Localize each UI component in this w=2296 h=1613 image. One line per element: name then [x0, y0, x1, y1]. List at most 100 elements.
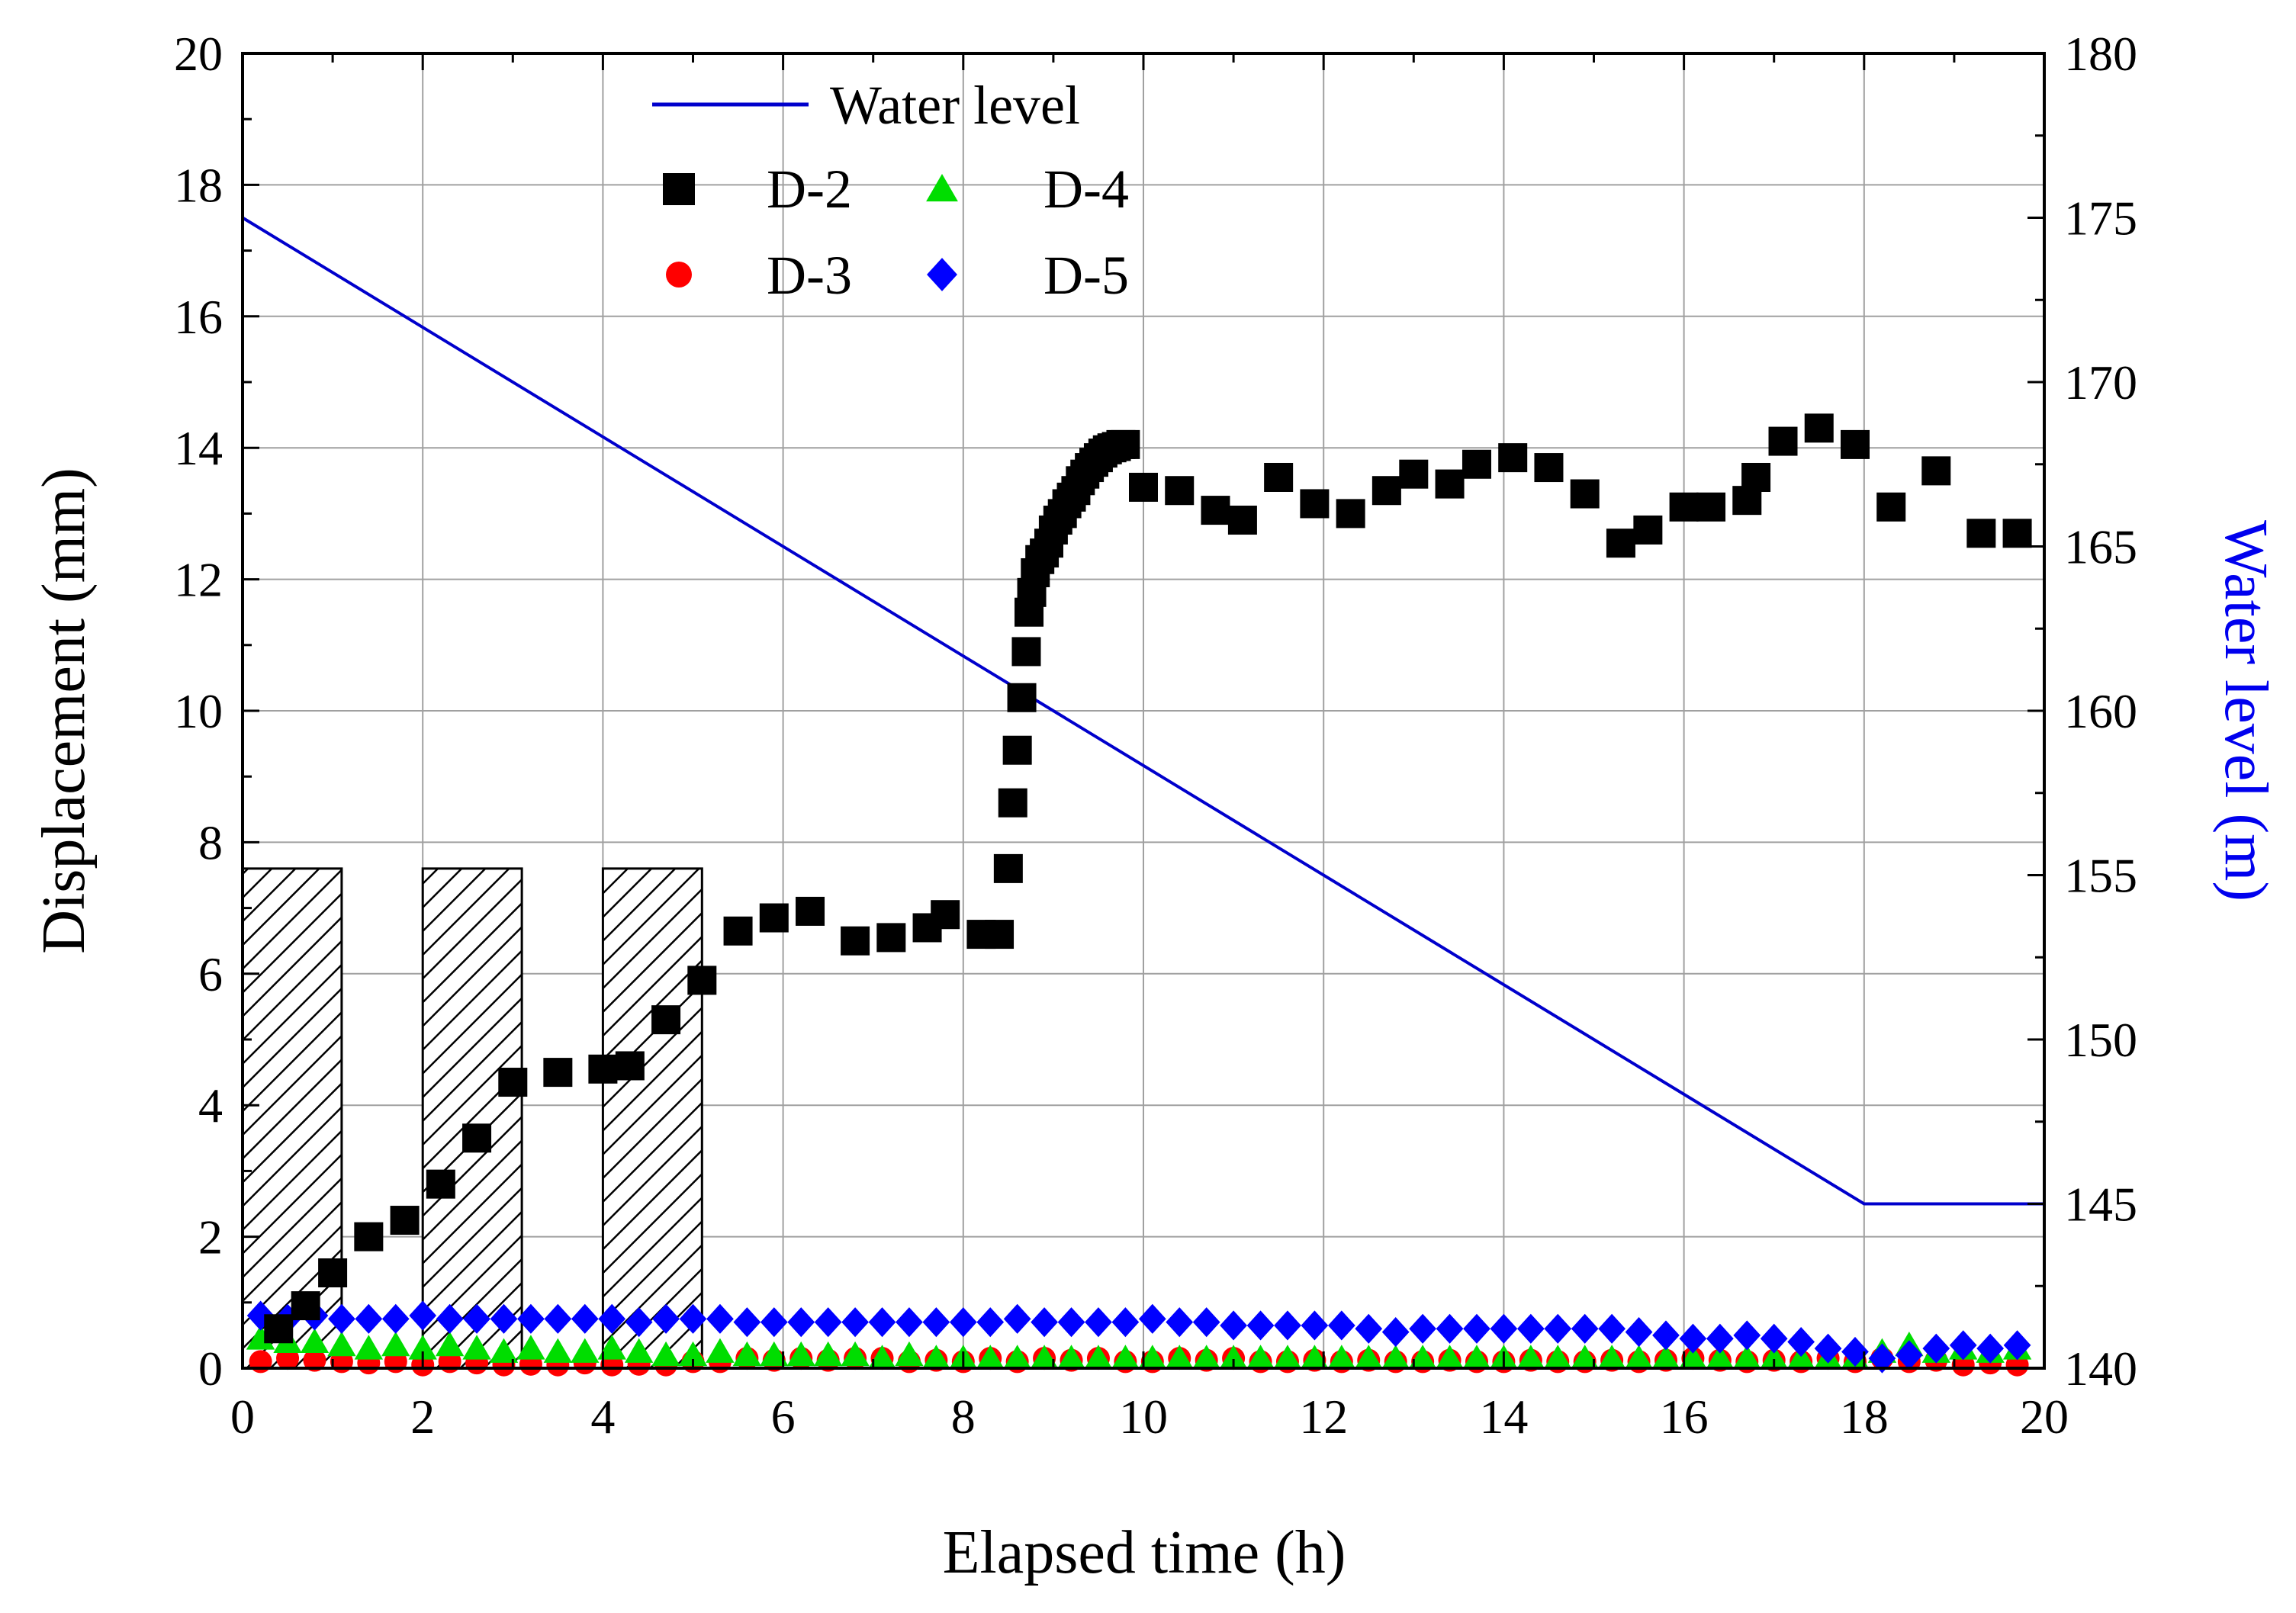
- data-point-d4: [543, 1338, 573, 1363]
- data-point-d2: [354, 1222, 384, 1252]
- data-point-d2: [796, 896, 825, 926]
- data-point-d2: [931, 900, 960, 930]
- data-point-d5: [1003, 1303, 1031, 1334]
- data-point-d5: [949, 1307, 977, 1338]
- legend-d3-label: D-3: [767, 245, 852, 306]
- data-point-d5: [814, 1307, 842, 1338]
- data-point-d2: [1336, 499, 1365, 529]
- data-point-d2: [759, 903, 789, 933]
- data-point-d5: [409, 1300, 437, 1331]
- data-point-d5: [1166, 1307, 1194, 1338]
- data-point-d2: [1227, 506, 1257, 535]
- y2-tick-label: 155: [2064, 849, 2137, 903]
- data-point-d4: [1165, 1345, 1194, 1370]
- data-point-d5: [517, 1303, 545, 1334]
- data-point-d4: [1597, 1345, 1626, 1370]
- data-point-d4: [651, 1341, 680, 1367]
- data-point-d4: [678, 1341, 708, 1367]
- y-tick-label: 16: [174, 290, 223, 344]
- y-tick-label: 6: [198, 947, 223, 1001]
- data-point-d4: [841, 1341, 870, 1367]
- x-tick-label: 20: [2020, 1390, 2069, 1444]
- y-tick-label: 14: [174, 421, 223, 475]
- data-point-d5: [1544, 1313, 1572, 1344]
- y-tick-label: 12: [174, 553, 223, 607]
- data-point-d2: [615, 1051, 645, 1081]
- data-point-d4: [1111, 1345, 1140, 1370]
- data-point-d5: [1463, 1313, 1490, 1344]
- legend-d4-marker: [926, 174, 958, 202]
- data-point-d2: [1007, 683, 1037, 712]
- data-point-d2: [1741, 462, 1771, 492]
- hatched-interval-3: [601, 867, 703, 1370]
- grid: [243, 53, 2044, 1368]
- data-point-d5: [1220, 1310, 1247, 1341]
- data-point-d2: [1201, 496, 1230, 525]
- data-point-d5: [1706, 1323, 1734, 1354]
- data-point-d4: [462, 1335, 491, 1360]
- data-point-d4: [1570, 1345, 1600, 1370]
- data-point-d4: [1408, 1345, 1437, 1370]
- data-point-d2: [1534, 453, 1564, 483]
- data-point-d4: [354, 1335, 384, 1360]
- data-point-d4: [1273, 1345, 1302, 1370]
- data-point-d4: [1760, 1345, 1789, 1370]
- x-tick-label: 6: [771, 1390, 796, 1444]
- y-tick-label: 18: [174, 158, 223, 212]
- y2-tick-label: 160: [2064, 684, 2137, 738]
- data-point-d5: [571, 1303, 599, 1334]
- data-point-d5: [679, 1303, 707, 1334]
- data-point-d2: [1840, 429, 1870, 459]
- data-point-d4: [1056, 1345, 1086, 1370]
- data-point-d5: [598, 1303, 626, 1334]
- data-point-d4: [381, 1331, 410, 1357]
- x-tick-label: 14: [1479, 1390, 1528, 1444]
- data-point-d2: [841, 926, 870, 956]
- data-point-d4: [813, 1341, 843, 1367]
- data-point-d5: [1138, 1303, 1166, 1334]
- data-point-d5: [328, 1303, 355, 1334]
- y-tick-label: 0: [198, 1341, 223, 1396]
- data-point-d5: [1949, 1330, 1977, 1361]
- data-point-d5: [1381, 1317, 1410, 1348]
- data-point-d5: [1814, 1333, 1842, 1364]
- data-point-d4: [760, 1341, 789, 1367]
- data-point-d5: [1841, 1336, 1869, 1367]
- data-point-d2: [1300, 489, 1330, 519]
- data-point-d4: [786, 1341, 815, 1367]
- data-point-d4: [1435, 1345, 1465, 1370]
- data-point-d5: [1111, 1307, 1140, 1338]
- y-tick-label: 4: [198, 1078, 223, 1133]
- x-tick-label: 0: [230, 1390, 255, 1444]
- data-point-d5: [1409, 1313, 1436, 1344]
- data-point-d5: [1031, 1307, 1058, 1338]
- water-level-line: [241, 216, 2044, 1206]
- x-tick-label: 8: [951, 1390, 976, 1444]
- data-point-d2: [1399, 459, 1429, 489]
- data-point-d4: [1706, 1345, 1735, 1370]
- data-point-d2: [1876, 492, 1906, 522]
- data-point-d4: [1516, 1345, 1545, 1370]
- data-point-d2: [1002, 735, 1032, 765]
- data-point-d2: [543, 1058, 573, 1088]
- data-point-d2: [985, 920, 1015, 949]
- data-point-d5: [733, 1307, 761, 1338]
- data-point-d5: [976, 1307, 1005, 1338]
- data-point-d5: [1571, 1313, 1599, 1344]
- data-point-d2: [1570, 479, 1600, 509]
- data-point-d2: [1921, 456, 1951, 486]
- data-point-d2: [588, 1054, 618, 1084]
- data-point-d4: [1327, 1345, 1356, 1370]
- hatched-intervals: [241, 867, 703, 1370]
- y2-tick-label: 180: [2064, 27, 2137, 81]
- data-point-d2: [1696, 492, 1726, 522]
- data-point-d5: [1976, 1333, 2004, 1364]
- data-point-d5: [868, 1307, 896, 1338]
- data-point-d3: [303, 1348, 326, 1372]
- x-tick-label: 18: [1840, 1390, 1889, 1444]
- data-point-d2: [993, 853, 1023, 883]
- y-axis-title: Displacement (mm): [31, 468, 98, 954]
- hatched-interval-2: [421, 867, 523, 1370]
- x-tick-label: 4: [590, 1390, 615, 1444]
